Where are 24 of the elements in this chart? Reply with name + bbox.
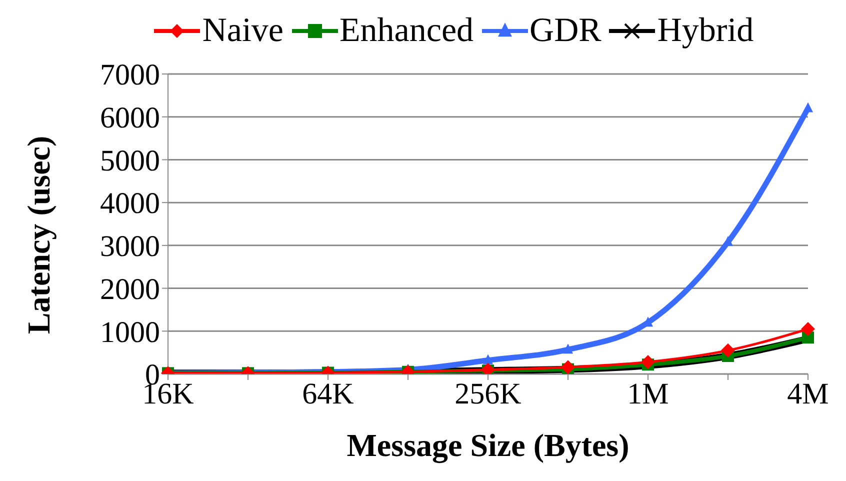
y-tick-label: 5000 — [100, 144, 160, 178]
legend-label: Enhanced — [340, 12, 474, 50]
x-tick-label: 64K — [302, 377, 354, 410]
legend-label: Hybrid — [657, 12, 754, 50]
y-tick-label: 1000 — [100, 316, 160, 349]
point — [721, 343, 735, 358]
legend-label: GDR — [530, 12, 602, 50]
point — [561, 360, 575, 374]
x-tick-label: 1M — [627, 377, 669, 410]
x-tick-label: 256K — [454, 377, 522, 410]
point — [803, 102, 813, 112]
y-tick-label: 4000 — [100, 187, 160, 220]
y-tick-label: 3000 — [100, 230, 160, 264]
y-tick-label: 7000 — [100, 58, 160, 92]
y-tick-label: 6000 — [100, 102, 160, 135]
y-axis-title: Latency (usec) — [20, 136, 56, 334]
point — [563, 344, 573, 354]
x-tick-label: 4M — [787, 377, 829, 410]
legend-label: Naive — [202, 12, 284, 50]
y-tick-label: 2000 — [100, 272, 160, 306]
point — [641, 355, 655, 369]
point — [483, 354, 493, 364]
point — [801, 322, 815, 336]
x-axis-title: Message Size (Bytes) — [346, 427, 630, 464]
